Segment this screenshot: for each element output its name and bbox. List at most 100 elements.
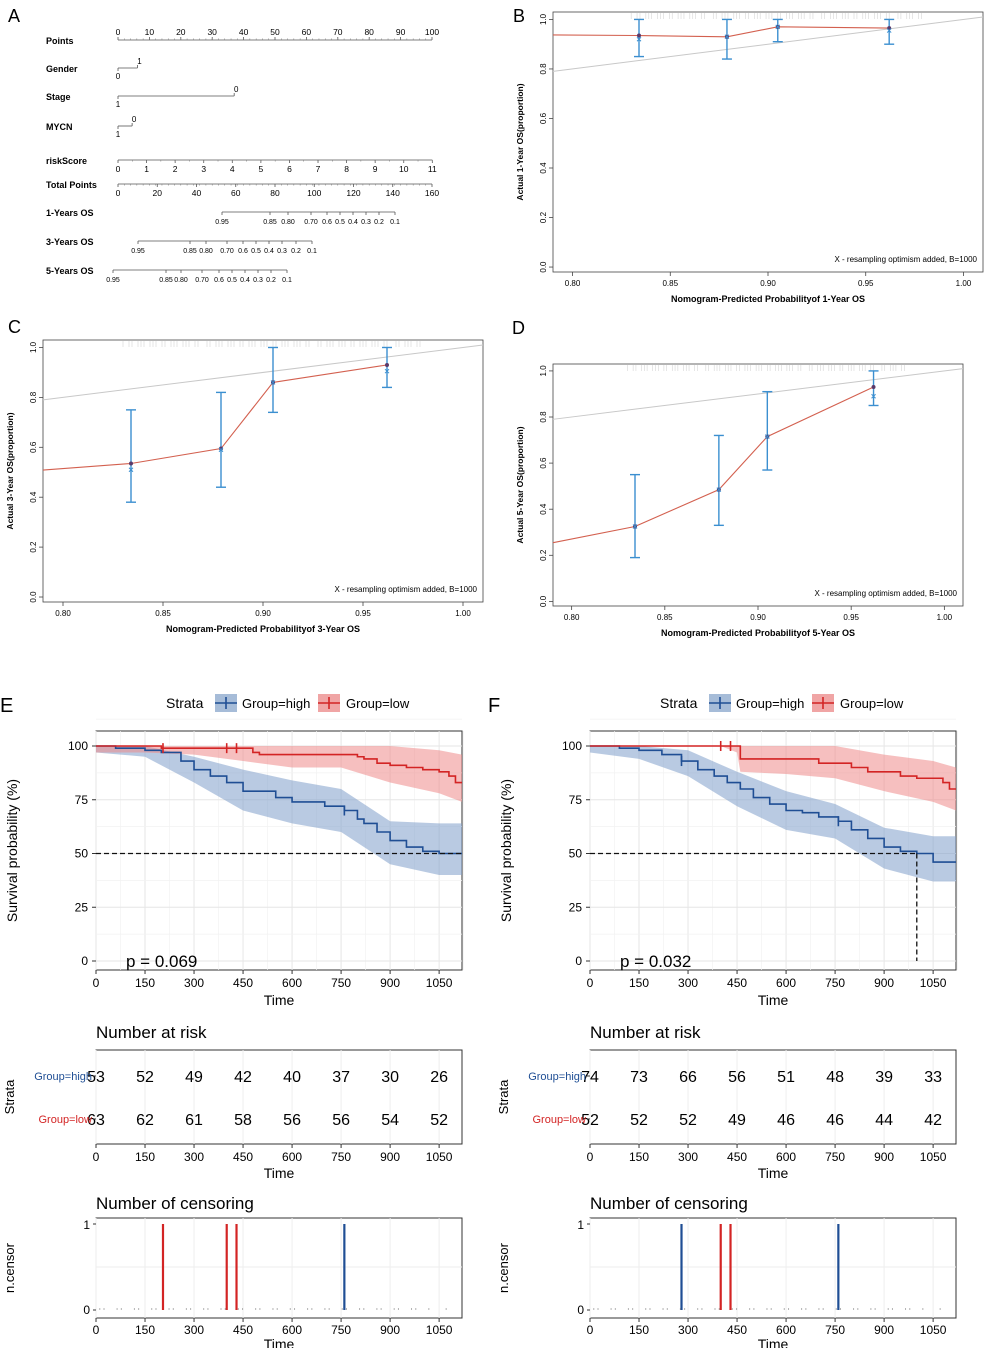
- calibration-point: [129, 461, 133, 466]
- risk-label-high: Group=high: [528, 1071, 586, 1083]
- censor-x-tick-label: 600: [776, 1323, 796, 1337]
- survival-curve-low: [96, 745, 462, 784]
- nomogram-tick-label: 100: [307, 188, 321, 198]
- risk-value-low: 46: [826, 1112, 844, 1129]
- censor-frame: [95, 1217, 463, 1319]
- censor-x-tick-label: 300: [184, 1323, 204, 1337]
- risk-x-tick-label: 0: [93, 1150, 100, 1164]
- censor-x-tick-label: 0: [93, 1323, 100, 1337]
- x-tick-label: 0.80: [55, 609, 71, 618]
- ideal-line: [552, 368, 964, 420]
- km-y-tick-label: 25: [75, 900, 89, 914]
- nomogram-tick-label: 9: [373, 164, 378, 174]
- censor-title: Number of censoring: [590, 1194, 748, 1213]
- survival-curve-high: [96, 745, 462, 855]
- nomogram-tick-label: 20: [153, 188, 163, 198]
- nomogram-tick-label: 0.1: [390, 219, 400, 226]
- legend-label-high: Group=high: [736, 696, 804, 711]
- risk-value-low: 52: [581, 1112, 599, 1129]
- nomogram-tick-label: 0.4: [264, 248, 274, 255]
- risk-value-high: 48: [826, 1069, 844, 1086]
- nomogram-row-label: MYCN: [46, 122, 73, 132]
- corrected-marker: [886, 28, 892, 33]
- risk-value-high: 52: [136, 1069, 154, 1086]
- risk-value-high: 73: [630, 1069, 648, 1086]
- km-y-tick-label: 75: [75, 793, 89, 807]
- x-axis-label: Nomogram-Predicted Probabilityof 1-Year …: [671, 294, 865, 304]
- legend-label-low: Group=low: [840, 696, 904, 711]
- x-tick-label: 0.80: [565, 279, 581, 288]
- risk-value-high: 40: [283, 1069, 301, 1086]
- censor-x-tick-label: 750: [331, 1323, 351, 1337]
- censor-frame: [589, 1217, 957, 1319]
- nomogram-tick-label: 80: [270, 188, 280, 198]
- y-tick-label: 0.4: [539, 162, 548, 174]
- x-axis-label: Nomogram-Predicted Probabilityof 3-Year …: [166, 624, 360, 634]
- risk-value-low: 52: [630, 1112, 648, 1129]
- nomogram-tick-label: 70: [333, 27, 343, 37]
- nomogram-tick-label: 0.85: [159, 277, 173, 284]
- p-value: p = 0.069: [126, 952, 197, 971]
- legend-label-high: Group=high: [242, 696, 310, 711]
- km-y-tick-label: 100: [68, 739, 88, 753]
- p-value: p = 0.032: [620, 952, 691, 971]
- ci-band-high: [590, 746, 956, 882]
- x-tick-label: 0.85: [657, 613, 673, 622]
- nomogram-tick-label: 0.85: [263, 219, 277, 226]
- nomogram-tick-label: 11: [428, 164, 437, 174]
- risk-label-low: Group=low: [38, 1114, 92, 1126]
- risk-table-frame: [95, 1049, 463, 1145]
- nomogram-tick-label: 0: [116, 164, 121, 174]
- nomogram-tick-label: 0.95: [215, 219, 229, 226]
- nomogram-tick-label: 0: [116, 188, 121, 198]
- calibration-curve: [42, 364, 388, 471]
- censor-x-tick-label: 300: [678, 1323, 698, 1337]
- x-tick-label: 0.80: [564, 613, 580, 622]
- km-x-tick-label: 300: [678, 976, 698, 990]
- km-y-tick-label: 0: [81, 954, 88, 968]
- y-tick-label: 0.0: [539, 595, 548, 607]
- y-tick-label: 0.6: [539, 457, 548, 469]
- nomogram-tick-label: 8: [344, 164, 349, 174]
- risk-value-high: 30: [381, 1069, 399, 1086]
- risk-x-tick-label: 300: [184, 1150, 204, 1164]
- y-tick-label: 0.8: [539, 63, 548, 75]
- corrected-marker: [128, 467, 134, 473]
- nomogram-row-label: 1-Years OS: [46, 208, 94, 218]
- nomogram-tick-label: 2: [173, 164, 178, 174]
- risk-value-high: 74: [581, 1069, 599, 1086]
- censor-title: Number of censoring: [96, 1194, 254, 1213]
- nomogram-tick-label: 20: [176, 27, 186, 37]
- censor-y-axis-label: n.censor: [496, 1242, 511, 1293]
- km-y-tick-label: 75: [569, 793, 583, 807]
- km-y-axis-label: Survival probability (%): [498, 779, 514, 922]
- y-tick-label: 0.0: [539, 261, 548, 273]
- risk-table-frame: [589, 1049, 957, 1145]
- nomogram-tick-label: 60: [231, 188, 241, 198]
- nomogram-tick-label: 0.6: [238, 248, 248, 255]
- censor-x-tick-label: 450: [727, 1323, 747, 1337]
- plot-frame: [552, 11, 984, 273]
- risk-value-high: 26: [430, 1069, 448, 1086]
- risk-label-low: Group=low: [532, 1114, 586, 1126]
- nomogram-tick-label: 0: [116, 72, 121, 81]
- km-y-tick-label: 100: [562, 739, 582, 753]
- corrected-marker: [724, 34, 730, 40]
- x-tick-label: 0.85: [662, 279, 678, 288]
- x-tick-label: 0.95: [843, 613, 859, 622]
- risk-x-tick-label: 150: [629, 1150, 649, 1164]
- nomogram-tick-label: 80: [364, 27, 374, 37]
- plot-frame: [42, 339, 484, 603]
- risk-value-high: 37: [332, 1069, 350, 1086]
- censor-x-tick-label: 900: [874, 1323, 894, 1337]
- x-tick-label: 0.90: [760, 279, 776, 288]
- risk-value-low: 56: [332, 1112, 350, 1129]
- risk-value-low: 62: [136, 1112, 154, 1129]
- km-x-tick-label: 600: [282, 976, 302, 990]
- x-tick-label: 0.90: [750, 613, 766, 622]
- nomogram-tick-label: 90: [396, 27, 406, 37]
- nomogram-row-label: 3-Years OS: [46, 237, 94, 247]
- nomogram-tick-label: 0.5: [335, 219, 345, 226]
- y-tick-label: 0.6: [539, 112, 548, 124]
- censor-x-tick-label: 900: [380, 1323, 400, 1337]
